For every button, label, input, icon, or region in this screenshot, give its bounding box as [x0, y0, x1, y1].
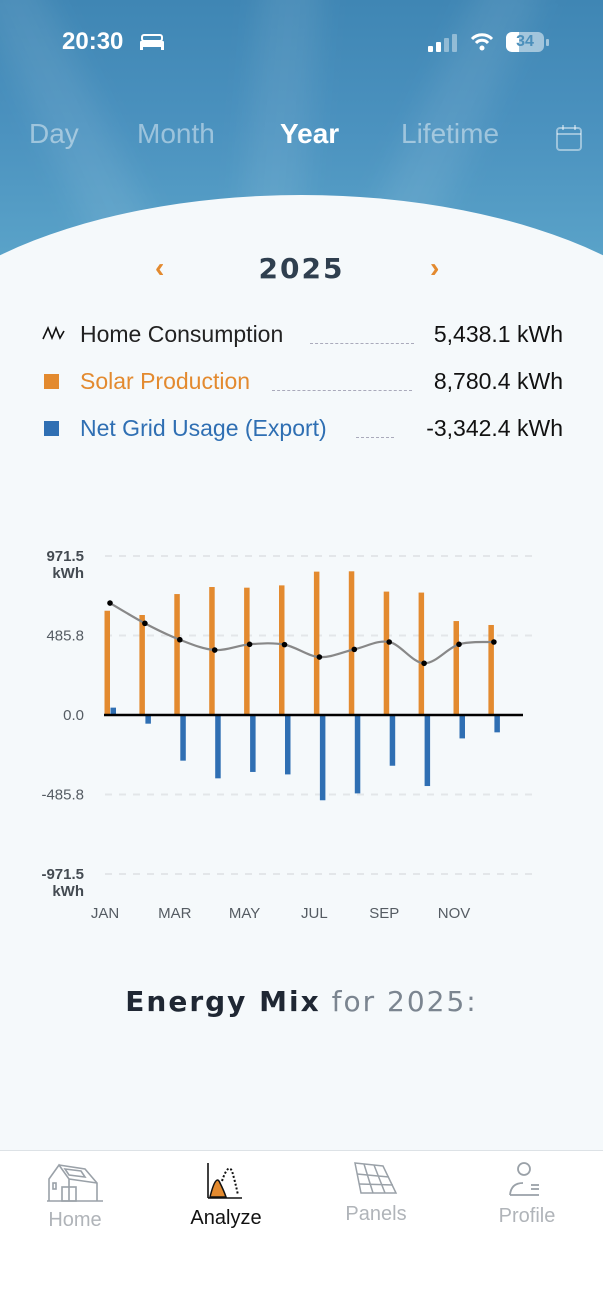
y-tick-unit: kWh [52, 883, 84, 900]
solar-bar [488, 624, 494, 715]
grid-bar [424, 715, 431, 787]
signal-icon [428, 34, 457, 52]
x-tick-label: JUL [301, 905, 328, 922]
legend-value: -3,342.4 kWh [426, 415, 563, 441]
x-tick-label: MAY [229, 905, 260, 922]
status-time: 20:30 [62, 28, 124, 55]
grid-bar [319, 715, 326, 801]
solar-bar [453, 621, 459, 715]
solar-bar [139, 615, 145, 715]
chevron-right-icon[interactable]: › [430, 252, 440, 283]
legend-value: 8,780.4 kWh [433, 368, 563, 394]
nav-analyze[interactable]: Analyze [166, 1161, 286, 1230]
x-tick-label: JAN [91, 905, 119, 922]
x-tick-label: SEP [369, 905, 399, 922]
tab-lifetime[interactable]: Lifetime [401, 118, 500, 149]
solar-bar [104, 610, 110, 715]
x-tick-label: MAR [158, 905, 192, 922]
grid-bar [494, 715, 500, 733]
grid-bar [250, 715, 256, 772]
calendar-icon[interactable] [555, 124, 583, 152]
y-tick-label: 485.8 [46, 627, 84, 644]
header: 20:30 34 Day Month Year Lifetime [0, 0, 603, 260]
grid-bar [459, 715, 465, 739]
nav-panels[interactable]: Panels [316, 1161, 436, 1226]
grid-bar [215, 715, 221, 779]
nav-home[interactable]: Home [15, 1161, 135, 1232]
solar-bar [418, 592, 425, 715]
period-tabs: Day Month Year Lifetime [0, 118, 603, 158]
consumption-point [491, 639, 497, 645]
consumption-point [281, 641, 288, 648]
tab-year[interactable]: Year [280, 118, 340, 149]
legend-home-consumption: Home Consumption 5,438.1 kWh [38, 321, 563, 351]
x-tick-label: NOV [438, 905, 471, 922]
battery-icon: 34 [506, 32, 544, 52]
y-tick-label: -485.8 [41, 787, 84, 804]
legend-value: 5,438.1 kWh [433, 321, 563, 347]
nav-label: Profile [498, 1205, 556, 1227]
consumption-point [386, 639, 393, 645]
grid-bar [145, 715, 151, 724]
solar-bar [383, 591, 390, 715]
consumption-point [211, 647, 218, 653]
legend-net-grid: Net Grid Usage (Export) -3,342.4 kWh [38, 415, 563, 445]
grid-bar [389, 715, 396, 766]
consumption-point [351, 646, 358, 653]
legend-solar-production: Solar Production 8,780.4 kWh [38, 368, 563, 398]
solar-bar [348, 571, 355, 715]
consumption-point [246, 641, 253, 648]
battery-level: 34 [516, 33, 534, 50]
consumption-line [109, 602, 494, 665]
energy-mix-suffix: for 2025: [331, 985, 478, 1018]
status-bar: 20:30 34 [0, 28, 603, 58]
wifi-icon [470, 33, 494, 51]
consumption-point [456, 641, 462, 648]
grid-bar [354, 715, 361, 794]
grid-bar [180, 715, 186, 761]
y-tick-label: 0.0 [63, 707, 84, 724]
solar-bar [279, 585, 285, 715]
energy-mix-heading: Energy Mix for 2025: [0, 985, 603, 1018]
legend-label: Home Consumption [80, 321, 284, 347]
solar-bar [209, 587, 215, 715]
line-icon [42, 325, 65, 341]
y-tick-label: -971.5 [41, 866, 84, 883]
square-icon [44, 421, 59, 436]
consumption-point [316, 654, 323, 660]
bed-icon [140, 34, 164, 50]
nav-label: Analyze [190, 1207, 262, 1229]
consumption-point [107, 600, 113, 606]
legend-label: Solar Production [80, 368, 251, 394]
y-tick-unit: kWh [52, 565, 84, 582]
legend-label: Net Grid Usage (Export) [80, 415, 327, 441]
tab-month[interactable]: Month [137, 118, 215, 149]
tab-day[interactable]: Day [29, 118, 79, 149]
nav-label: Panels [345, 1203, 407, 1225]
solar-bar [313, 571, 320, 715]
consumption-point [177, 636, 183, 643]
nav-label: Home [48, 1209, 102, 1231]
house-icon [47, 1163, 103, 1202]
profile-icon [509, 1162, 539, 1196]
bottom-nav: Home Analyze Panels Profile [0, 1150, 603, 1311]
chevron-left-icon[interactable]: ‹ [155, 252, 165, 283]
nav-profile[interactable]: Profile [467, 1161, 587, 1228]
solar-bar [174, 594, 180, 715]
solar-panel-icon [354, 1162, 398, 1194]
year-navigator: ‹ 2025 › [0, 248, 603, 292]
grid-bar [285, 715, 291, 775]
consumption-point [421, 660, 427, 667]
energy-mix-title: Energy Mix [125, 985, 321, 1018]
consumption-point [142, 620, 148, 627]
solar-bar [244, 587, 250, 715]
analyze-chart-icon [207, 1163, 242, 1199]
year-label: 2025 [258, 252, 345, 285]
square-icon [44, 374, 59, 389]
grid-bar [110, 707, 116, 715]
y-tick-label: 971.5 [46, 548, 84, 565]
